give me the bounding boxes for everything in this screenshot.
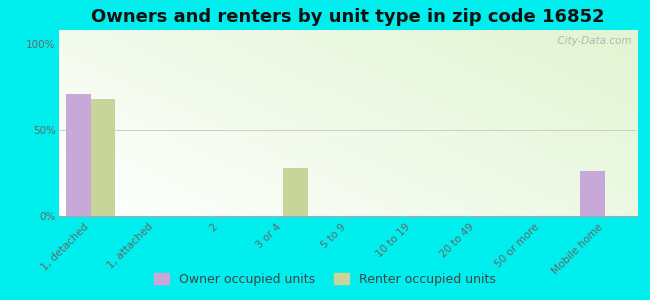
Title: Owners and renters by unit type in zip code 16852: Owners and renters by unit type in zip c…	[91, 8, 604, 26]
Bar	[283, 168, 308, 216]
Bar	[90, 99, 115, 216]
Bar	[580, 171, 605, 216]
Text: City-Data.com: City-Data.com	[551, 36, 631, 46]
Legend: Owner occupied units, Renter occupied units: Owner occupied units, Renter occupied un…	[149, 268, 501, 291]
Bar	[66, 94, 90, 216]
